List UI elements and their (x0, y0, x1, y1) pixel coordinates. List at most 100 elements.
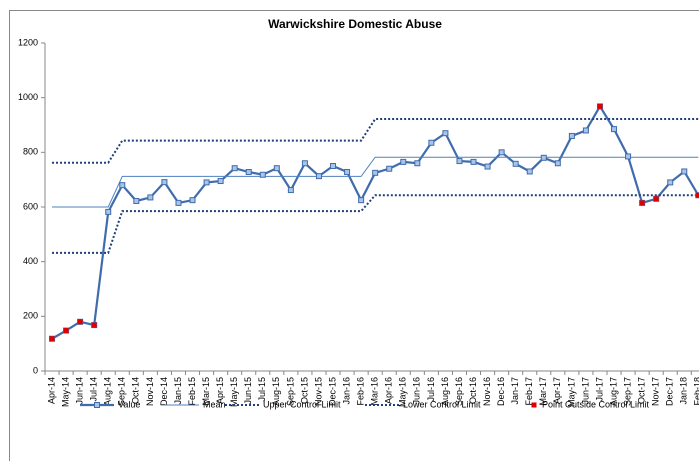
x-tick-label: Mar-16 (370, 377, 380, 406)
x-tick-label: Oct-14 (131, 377, 141, 404)
x-tick-label: May-14 (60, 377, 70, 407)
point-marker (287, 187, 294, 194)
point-marker (119, 182, 126, 189)
point-marker (667, 179, 674, 186)
legend-marker (94, 402, 100, 408)
point-marker (554, 160, 561, 167)
point-marker (442, 130, 449, 137)
point-marker (231, 165, 238, 172)
x-tick-label: Dec-15 (327, 377, 337, 406)
point-marker (189, 197, 196, 204)
x-tick-label: Mar-15 (201, 377, 211, 406)
point-marker (344, 169, 351, 176)
point-marker (175, 199, 182, 206)
point-marker (358, 197, 365, 204)
x-tick-label: Nov-14 (145, 377, 155, 406)
point-marker (470, 158, 477, 165)
x-tick-label: Mar-17 (538, 377, 548, 406)
x-tick-label: Nov-16 (482, 377, 492, 406)
x-tick-label: Jan-16 (341, 377, 351, 405)
series-line (52, 156, 699, 208)
x-tick-label: Dec-17 (665, 377, 675, 406)
outlier-marker (653, 196, 659, 202)
legend-label: Point Outside Control Limit (542, 399, 650, 409)
outlier-marker (49, 336, 55, 342)
x-tick-label: Apr-16 (384, 377, 394, 404)
x-tick-label: Jul-15 (257, 377, 267, 402)
x-tick-label: Dec-16 (496, 377, 506, 406)
outlier-marker (91, 322, 97, 328)
y-tick-label: 800 (23, 147, 38, 157)
x-tick-label: Dec-14 (159, 377, 169, 406)
y-tick-label: 1000 (18, 92, 38, 102)
x-tick-label: Apr-17 (552, 377, 562, 404)
x-tick-label: Jul-17 (594, 377, 604, 402)
point-marker (161, 179, 168, 186)
legend-label: Lower Control Limit (403, 399, 481, 409)
point-marker (414, 160, 421, 167)
point-marker (526, 168, 533, 175)
point-marker (301, 160, 308, 167)
x-tick-label: Oct-16 (468, 377, 478, 404)
x-tick-label: Sep-14 (117, 377, 127, 406)
point-marker (484, 163, 491, 170)
point-marker (133, 197, 140, 204)
x-tick-label: Aug-17 (608, 377, 618, 406)
point-marker (105, 208, 112, 215)
point-marker (625, 153, 632, 160)
legend-label: Value (118, 399, 140, 409)
point-marker (259, 171, 266, 178)
x-tick-label: Feb-17 (524, 377, 534, 406)
x-tick-label: Jun-15 (243, 377, 253, 405)
x-tick-label: Sep-15 (285, 377, 295, 406)
x-tick-label: Nov-15 (313, 377, 323, 406)
point-marker (217, 178, 224, 185)
point-marker (512, 160, 519, 167)
series-line (52, 117, 699, 164)
point-marker (315, 173, 322, 180)
series-line (52, 194, 699, 254)
x-tick-label: Jan-17 (510, 377, 520, 405)
x-tick-label: Sep-17 (622, 377, 632, 406)
point-marker (540, 154, 547, 161)
x-tick-label: Aug-15 (271, 377, 281, 406)
x-tick-label: Aug-16 (440, 377, 450, 406)
outlier-marker (597, 103, 603, 109)
x-tick-label: Sep-16 (454, 377, 464, 406)
point-marker (568, 132, 575, 139)
point-marker (498, 149, 505, 156)
point-marker (582, 127, 589, 134)
x-tick-label: Jan-18 (679, 377, 689, 405)
x-tick-label: May-15 (229, 377, 239, 407)
x-tick-label: Feb-15 (187, 377, 197, 406)
point-marker (203, 179, 210, 186)
point-marker (330, 163, 337, 169)
x-tick-label: Jun-16 (412, 377, 422, 405)
x-tick-label: Jun-17 (580, 377, 590, 405)
point-marker (611, 126, 618, 133)
legend-marker (531, 402, 537, 408)
point-marker (681, 168, 688, 175)
point-marker (273, 165, 280, 172)
point-marker (147, 194, 154, 201)
outlier-marker (77, 319, 83, 325)
point-marker (456, 158, 463, 165)
legend-label: Upper Control Limit (263, 399, 341, 409)
x-tick-label: Jul-14 (89, 377, 99, 402)
x-tick-label: Feb-16 (356, 377, 366, 406)
legend-label: Mean (203, 399, 226, 409)
chart-border (9, 10, 699, 461)
y-tick-label: 200 (23, 311, 38, 321)
x-tick-label: Apr-14 (46, 377, 56, 404)
y-tick-label: 600 (23, 201, 38, 211)
x-tick-label: Oct-17 (637, 377, 647, 404)
x-tick-label: May-16 (398, 377, 408, 407)
x-tick-label: Jan-15 (173, 377, 183, 405)
x-tick-label: Feb-18 (693, 377, 699, 406)
x-tick-label: Aug-14 (103, 377, 113, 406)
x-tick-label: Jul-16 (426, 377, 436, 402)
point-marker (245, 169, 252, 176)
outlier-marker (63, 328, 69, 334)
x-tick-label: Nov-17 (651, 377, 661, 406)
